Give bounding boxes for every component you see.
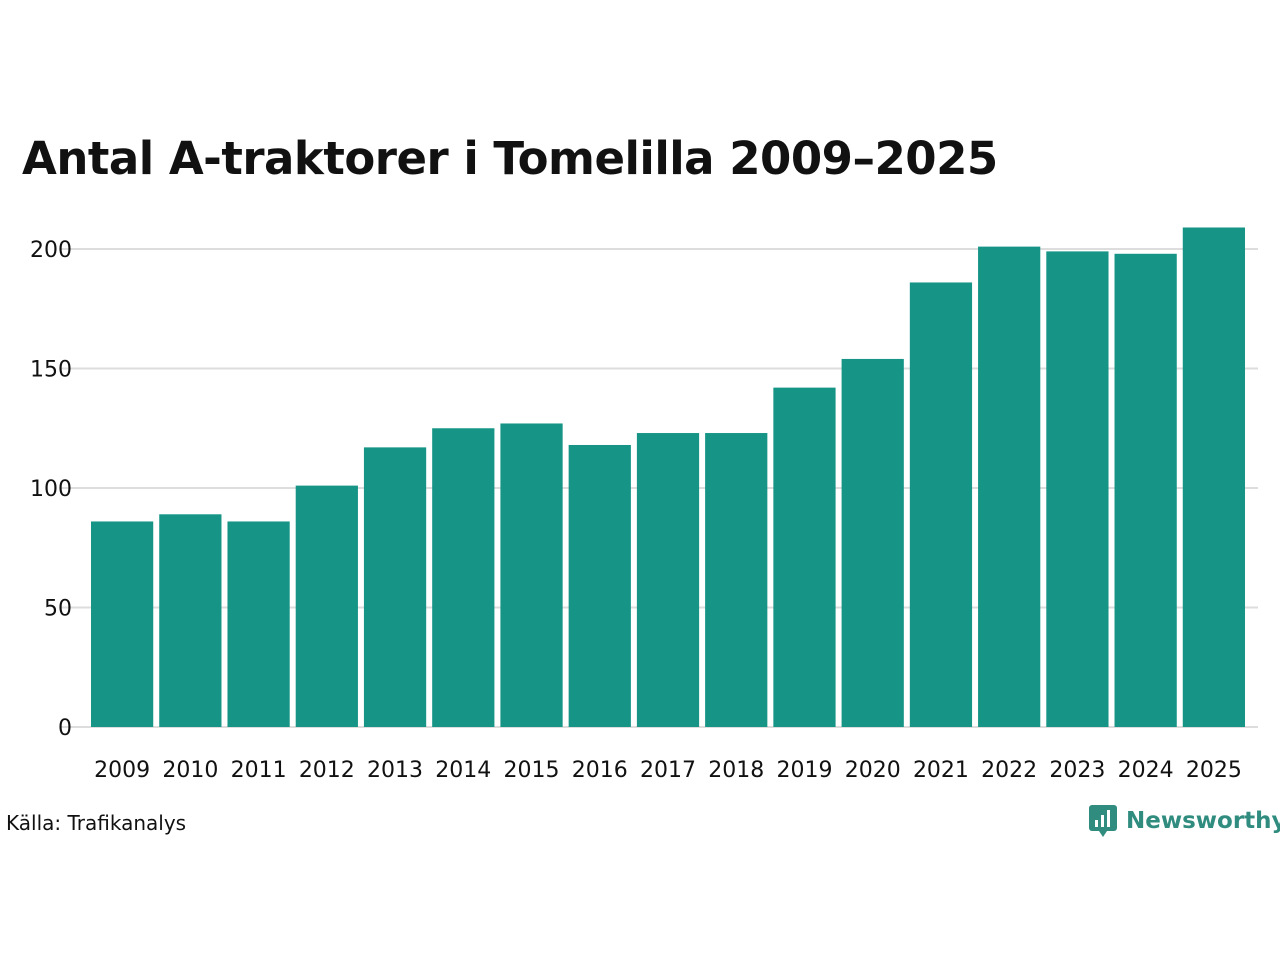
bar-2020	[841, 358, 904, 727]
bar-2018	[705, 433, 768, 727]
bar-2014	[432, 428, 495, 727]
y-tick-label: 0	[58, 716, 72, 741]
bar-2011	[227, 521, 290, 727]
chart-title: Antal A-traktorer i Tomelilla 2009–2025	[22, 132, 998, 185]
x-tick-label: 2024	[1118, 758, 1174, 783]
y-tick-label: 50	[44, 597, 72, 622]
x-tick-label: 2025	[1186, 758, 1242, 783]
bar-2023	[1046, 251, 1109, 727]
x-tick-label: 2018	[708, 758, 764, 783]
bar-2013	[363, 447, 427, 727]
bar-2025	[1182, 227, 1245, 728]
x-tick-label: 2022	[981, 758, 1037, 783]
x-tick-label: 2021	[913, 758, 969, 783]
source-note: Källa: Trafikanalys	[6, 811, 187, 835]
bar-2024	[1114, 253, 1177, 727]
bar-2021	[909, 282, 973, 727]
bar-2019	[773, 387, 836, 727]
x-tick-label: 2019	[776, 758, 832, 783]
x-tick-label: 2012	[299, 758, 355, 783]
bar-2012	[295, 485, 358, 727]
bar-2010	[159, 514, 222, 727]
newsworthy-logo-icon	[1089, 805, 1117, 837]
bar-2009	[91, 521, 154, 727]
x-tick-label: 2023	[1049, 758, 1105, 783]
x-tick-label: 2015	[504, 758, 560, 783]
bar-2017	[636, 433, 700, 727]
y-tick-label: 200	[30, 238, 72, 263]
x-tick-label: 2014	[435, 758, 491, 783]
bar-2015	[500, 423, 563, 727]
bar-2016	[568, 444, 631, 727]
x-tick-label: 2009	[94, 758, 150, 783]
brand-name: Newsworthy	[1126, 808, 1280, 834]
x-axis-labels: 2009 2010 2011 2012 2013 2014 2015 2016 2017 2018…	[94, 758, 1242, 783]
y-axis-labels: 0 50 100 150 200	[30, 238, 72, 741]
x-tick-label: 2013	[367, 758, 423, 783]
bar-2022	[978, 246, 1041, 728]
x-tick-label: 2011	[231, 758, 287, 783]
y-tick-label: 100	[30, 477, 72, 502]
x-tick-label: 2016	[572, 758, 628, 783]
x-tick-label: 2010	[162, 758, 218, 783]
y-tick-label: 150	[30, 358, 72, 383]
bars	[91, 227, 1245, 728]
brand-logo: Newsworthy	[1088, 804, 1280, 838]
x-tick-label: 2017	[640, 758, 696, 783]
x-tick-label: 2020	[845, 758, 901, 783]
